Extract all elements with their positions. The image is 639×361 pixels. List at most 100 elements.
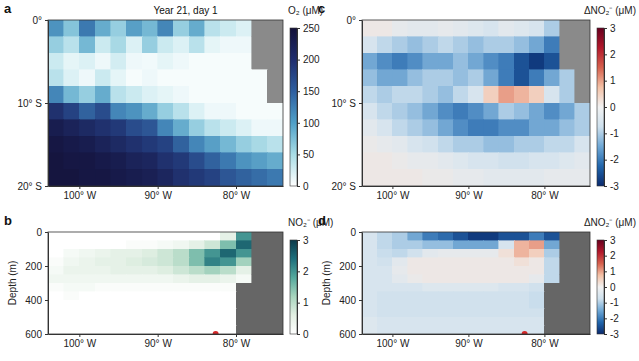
x-tick-label: 100° W (63, 190, 96, 201)
heatmap-cell (484, 86, 499, 103)
heatmap-cell (408, 103, 423, 120)
colorbar-tick: 50 (297, 149, 315, 160)
x-tick-mark (468, 334, 469, 337)
heatmap-cell (529, 266, 544, 275)
colorbar-axis: 050100150200250 (297, 23, 320, 192)
heatmap-cell (408, 249, 423, 258)
heatmap-cell (484, 283, 499, 292)
x-tick-label: 100° W (376, 190, 409, 201)
heatmap-cell (423, 120, 438, 137)
heatmap-cell (220, 37, 236, 54)
heatmap-cell (189, 232, 205, 241)
heatmap-cell (392, 70, 407, 87)
y-tick-label: 0° (32, 15, 42, 26)
y-tick: 0 (36, 227, 48, 238)
heatmap-cell (453, 258, 468, 267)
colorbar-tick: -3 (604, 181, 619, 192)
heatmap-cell (408, 136, 423, 153)
land (252, 241, 268, 250)
heatmap-cell (423, 20, 438, 37)
colorbar-tick-mark (604, 133, 607, 134)
heatmap-cell (95, 169, 111, 186)
x-axis-line (363, 334, 591, 335)
heatmap-cell (79, 249, 95, 258)
heatmap-cell (392, 232, 407, 241)
heatmap-cell (514, 70, 529, 87)
heatmap-cell (79, 266, 95, 275)
land (575, 249, 590, 258)
heatmap-cell (205, 266, 221, 275)
heatmap-cell (499, 86, 514, 103)
heatmap-cell (173, 292, 189, 301)
colorbar-tick-label: 0 (610, 102, 616, 113)
heatmap-cell (79, 136, 95, 153)
x-tick-mark (158, 334, 159, 337)
colorbar-tick-mark (297, 186, 300, 187)
heatmap-cell (408, 232, 423, 241)
y-tick-mark (45, 232, 48, 233)
heatmap-cell (484, 136, 499, 153)
heatmap-cell (158, 258, 174, 267)
heatmap-cell (111, 136, 127, 153)
heatmap-cell (48, 120, 64, 137)
heatmap-cell (362, 283, 377, 292)
heatmap-cell (514, 317, 529, 326)
heatmap-cell (205, 258, 221, 267)
heatmap-cell (236, 37, 252, 54)
heatmap-cell (544, 136, 559, 153)
colorbar-title: ΔNO₂⁻ (μM) (584, 5, 636, 16)
heatmap-cell (423, 241, 438, 250)
land (236, 326, 252, 335)
heatmap-cell (111, 169, 127, 186)
colorbar-tick: -1 (604, 128, 619, 139)
heatmap-cell (79, 292, 95, 301)
heatmap-cell (514, 258, 529, 267)
panel: 100° W90° W80° W20° S10° S0°c-3-2-10123Δ… (318, 1, 636, 201)
land (544, 317, 559, 326)
heatmap-cell (408, 37, 423, 54)
heatmap-cell (484, 53, 499, 70)
heatmap-cell (189, 53, 205, 70)
heatmap-cell (468, 53, 483, 70)
heatmap-cell (468, 86, 483, 103)
land (560, 300, 575, 309)
heatmap-cell (126, 20, 142, 37)
heatmap-cell (126, 275, 142, 284)
heatmap-cell (392, 86, 407, 103)
y-tick: 0 (350, 227, 362, 238)
heatmap-cell (173, 136, 189, 153)
heatmap-cell (377, 53, 392, 70)
heatmap-cell (79, 20, 95, 37)
heatmap-cell (377, 86, 392, 103)
heatmap-cell (514, 292, 529, 301)
land (560, 37, 575, 54)
heatmap-cell (142, 326, 158, 335)
heatmap-cell (468, 153, 483, 170)
heatmap-cell (220, 20, 236, 37)
heatmap-cell (126, 53, 142, 70)
heatmap-cell (126, 86, 142, 103)
colorbar-tick: 0 (297, 329, 309, 340)
heatmap-cell (529, 317, 544, 326)
heatmap-cell (560, 169, 575, 186)
heatmap-cell (236, 249, 252, 258)
heatmap-cell (205, 249, 221, 258)
heatmap-cell (453, 70, 468, 87)
heatmap-cell (142, 53, 158, 70)
heatmap-cell (484, 300, 499, 309)
heatmap-cell (392, 169, 407, 186)
colorbar-tick: 0 (604, 282, 616, 293)
heatmap-cell (126, 317, 142, 326)
y-tick-mark (45, 266, 48, 267)
y-tick-label: 20° S (331, 181, 356, 192)
heatmap-cell (529, 169, 544, 186)
heatmap-cell (158, 249, 174, 258)
y-tick-label: 10° S (331, 98, 356, 109)
heatmap-cell (79, 241, 95, 250)
colorbar-tick-label: 0 (303, 329, 309, 340)
heatmap-cell (158, 169, 174, 186)
land (252, 292, 268, 301)
panel-label: a (4, 1, 12, 16)
plot-area (48, 20, 283, 186)
heatmap-cell (362, 249, 377, 258)
